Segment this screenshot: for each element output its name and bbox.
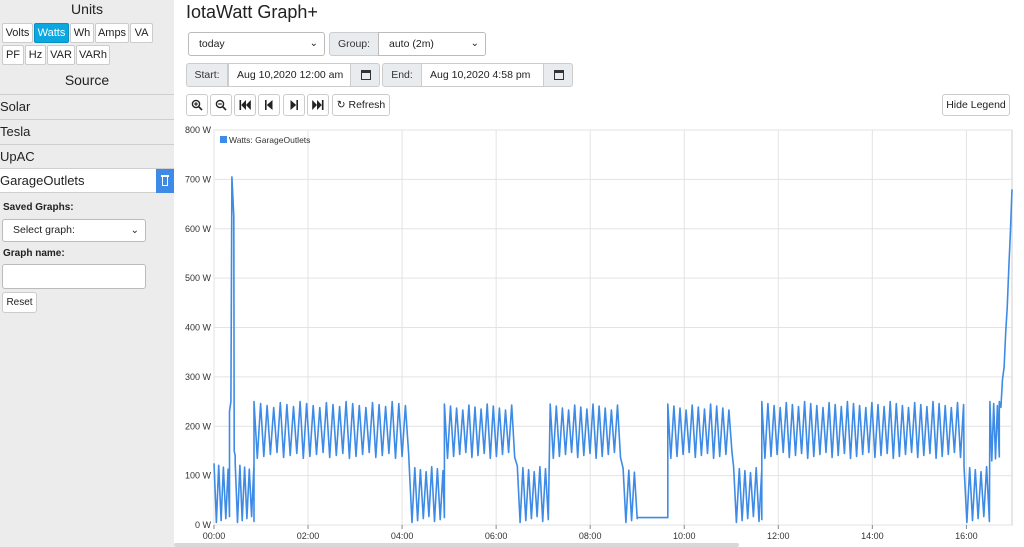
page-title: IotaWatt Graph+	[186, 2, 318, 22]
y-tick-label: 200 W	[185, 421, 212, 431]
source-item-garageoutlets[interactable]: GarageOutlets	[0, 168, 174, 193]
chevron-down-icon: ⌄	[470, 38, 479, 49]
unit-button-pf[interactable]: PF	[2, 45, 24, 65]
saved-graphs-label: Saved Graphs:	[3, 202, 74, 213]
y-tick-label: 0 W	[195, 520, 212, 530]
chevron-down-icon: ⌄	[130, 225, 139, 236]
refresh-button[interactable]: ↻ Refresh	[332, 94, 390, 116]
x-tick-label: 00:00	[203, 531, 226, 541]
x-tick-label: 08:00	[579, 531, 602, 541]
legend-label: Watts: GarageOutlets	[229, 135, 310, 145]
group-label: Group:	[329, 32, 379, 56]
unit-button-varh[interactable]: VARh	[76, 45, 110, 65]
horizontal-scrollbar[interactable]	[174, 543, 739, 547]
y-tick-label: 700 W	[185, 174, 212, 184]
skip-to-end-icon[interactable]	[307, 94, 329, 116]
step-back-icon[interactable]	[258, 94, 280, 116]
start-label: Start:	[186, 63, 228, 87]
calendar-icon[interactable]	[543, 63, 573, 87]
zoom-out-icon[interactable]	[210, 94, 232, 116]
x-tick-label: 16:00	[955, 531, 978, 541]
x-tick-label: 10:00	[673, 531, 696, 541]
x-tick-label: 14:00	[861, 531, 884, 541]
source-item-label: UpAC	[0, 149, 35, 164]
source-item-label: GarageOutlets	[0, 173, 85, 188]
unit-button-watts[interactable]: Watts	[34, 23, 69, 43]
period-select[interactable]: today ⌄	[188, 32, 325, 56]
step-forward-icon[interactable]	[283, 94, 305, 116]
legend-swatch	[220, 136, 227, 143]
y-tick-label: 600 W	[185, 224, 212, 234]
source-item-label: Solar	[0, 99, 31, 114]
y-tick-label: 400 W	[185, 323, 212, 333]
graph-name-label: Graph name:	[3, 248, 65, 259]
end-label: End:	[382, 63, 422, 87]
graph-name-input[interactable]	[2, 264, 146, 289]
saved-graph-value: Select graph:	[13, 224, 75, 236]
refresh-label: Refresh	[348, 99, 386, 111]
x-tick-label: 06:00	[485, 531, 508, 541]
group-value: auto (2m)	[389, 38, 434, 50]
calendar-icon[interactable]	[350, 63, 380, 87]
zoom-in-icon[interactable]	[186, 94, 208, 116]
y-tick-label: 800 W	[185, 125, 212, 135]
series-line	[213, 176, 1013, 524]
group-select[interactable]: auto (2m) ⌄	[378, 32, 486, 56]
unit-button-hz[interactable]: Hz	[25, 45, 46, 65]
source-item-solar[interactable]: Solar	[0, 94, 174, 119]
chart-area[interactable]: 0 W 100 W 200 W 300 W 400 W 500 W 600 W 700 W 80…	[174, 120, 1024, 547]
units-heading: Units	[71, 1, 103, 17]
unit-button-amps[interactable]: Amps	[95, 23, 129, 43]
sidebar: Units Volts Watts Wh Amps VA PF Hz VAR V…	[0, 0, 174, 547]
power-chart[interactable]: 0 W 100 W 200 W 300 W 400 W 500 W 600 W 700 W 80…	[174, 120, 1024, 547]
x-tick-label: 04:00	[391, 531, 414, 541]
unit-button-var[interactable]: VAR	[47, 45, 75, 65]
unit-button-va[interactable]: VA	[130, 23, 153, 43]
y-tick-label: 300 W	[185, 372, 212, 382]
source-item-tesla[interactable]: Tesla	[0, 119, 174, 144]
source-item-upac[interactable]: UpAC	[0, 144, 174, 169]
refresh-icon: ↻	[336, 99, 346, 111]
hide-legend-button[interactable]: Hide Legend	[942, 94, 1010, 116]
unit-button-wh[interactable]: Wh	[70, 23, 94, 43]
start-date-input[interactable]: Aug 10,2020 12:00 am	[228, 63, 351, 87]
y-tick-label: 100 W	[185, 471, 212, 481]
x-tick-label: 12:00	[767, 531, 790, 541]
saved-graph-select[interactable]: Select graph: ⌄	[2, 219, 146, 242]
skip-to-start-icon[interactable]	[234, 94, 256, 116]
source-item-label: Tesla	[0, 124, 31, 139]
chevron-down-icon: ⌄	[309, 38, 318, 49]
x-tick-label: 02:00	[297, 531, 320, 541]
unit-button-volts[interactable]: Volts	[2, 23, 33, 43]
reset-button[interactable]: Reset	[2, 292, 37, 313]
end-date-input[interactable]: Aug 10,2020 4:58 pm	[421, 63, 544, 87]
y-tick-label: 500 W	[185, 273, 212, 283]
period-value: today	[199, 38, 225, 50]
trash-icon[interactable]	[156, 169, 174, 193]
source-heading: Source	[64, 72, 110, 88]
